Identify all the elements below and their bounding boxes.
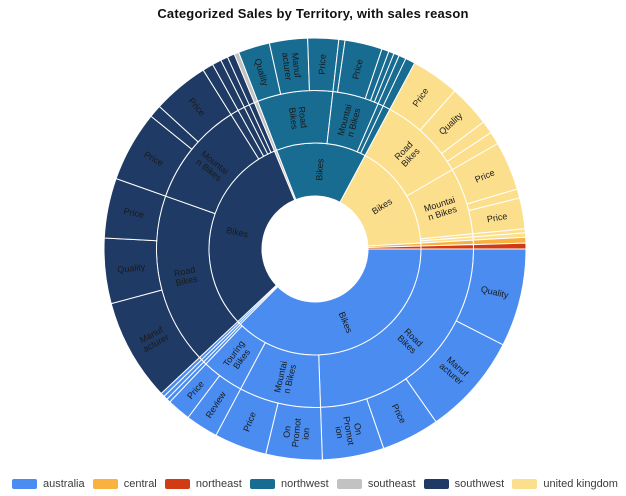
legend-swatch (164, 479, 190, 489)
legend-item-northeast[interactable]: northeast (164, 478, 242, 490)
legend-label: central (123, 478, 157, 490)
chart-title: Categorized Sales by Territory, with sal… (157, 6, 469, 21)
legend-item-australia[interactable]: australia (12, 478, 85, 490)
legend-swatch (92, 479, 118, 489)
legend-label: northwest (280, 478, 329, 490)
legend-label: australia (43, 478, 85, 490)
segment-northeast-sliver[interactable] (472, 242, 527, 250)
legend-label: southeast (367, 478, 416, 490)
legend-item-southeast[interactable]: southeast (336, 478, 416, 490)
legend-swatch (12, 479, 37, 489)
legend-item-central[interactable]: central (92, 478, 157, 490)
legend-swatch (512, 479, 538, 489)
legend-swatch (249, 479, 275, 489)
legend: australia central northeast northwest southe… (12, 476, 618, 492)
legend-label: united kingdom (543, 478, 618, 490)
legend-label: northeast (195, 478, 242, 490)
legend-swatch (336, 479, 362, 489)
legend-item-northwest[interactable]: northwest (249, 478, 329, 490)
legend-item-southwest[interactable]: southwest (423, 478, 505, 490)
legend-item-united-kingdom[interactable]: united kingdom (512, 478, 618, 490)
legend-label: southwest (454, 478, 505, 490)
legend-swatch (423, 479, 449, 489)
